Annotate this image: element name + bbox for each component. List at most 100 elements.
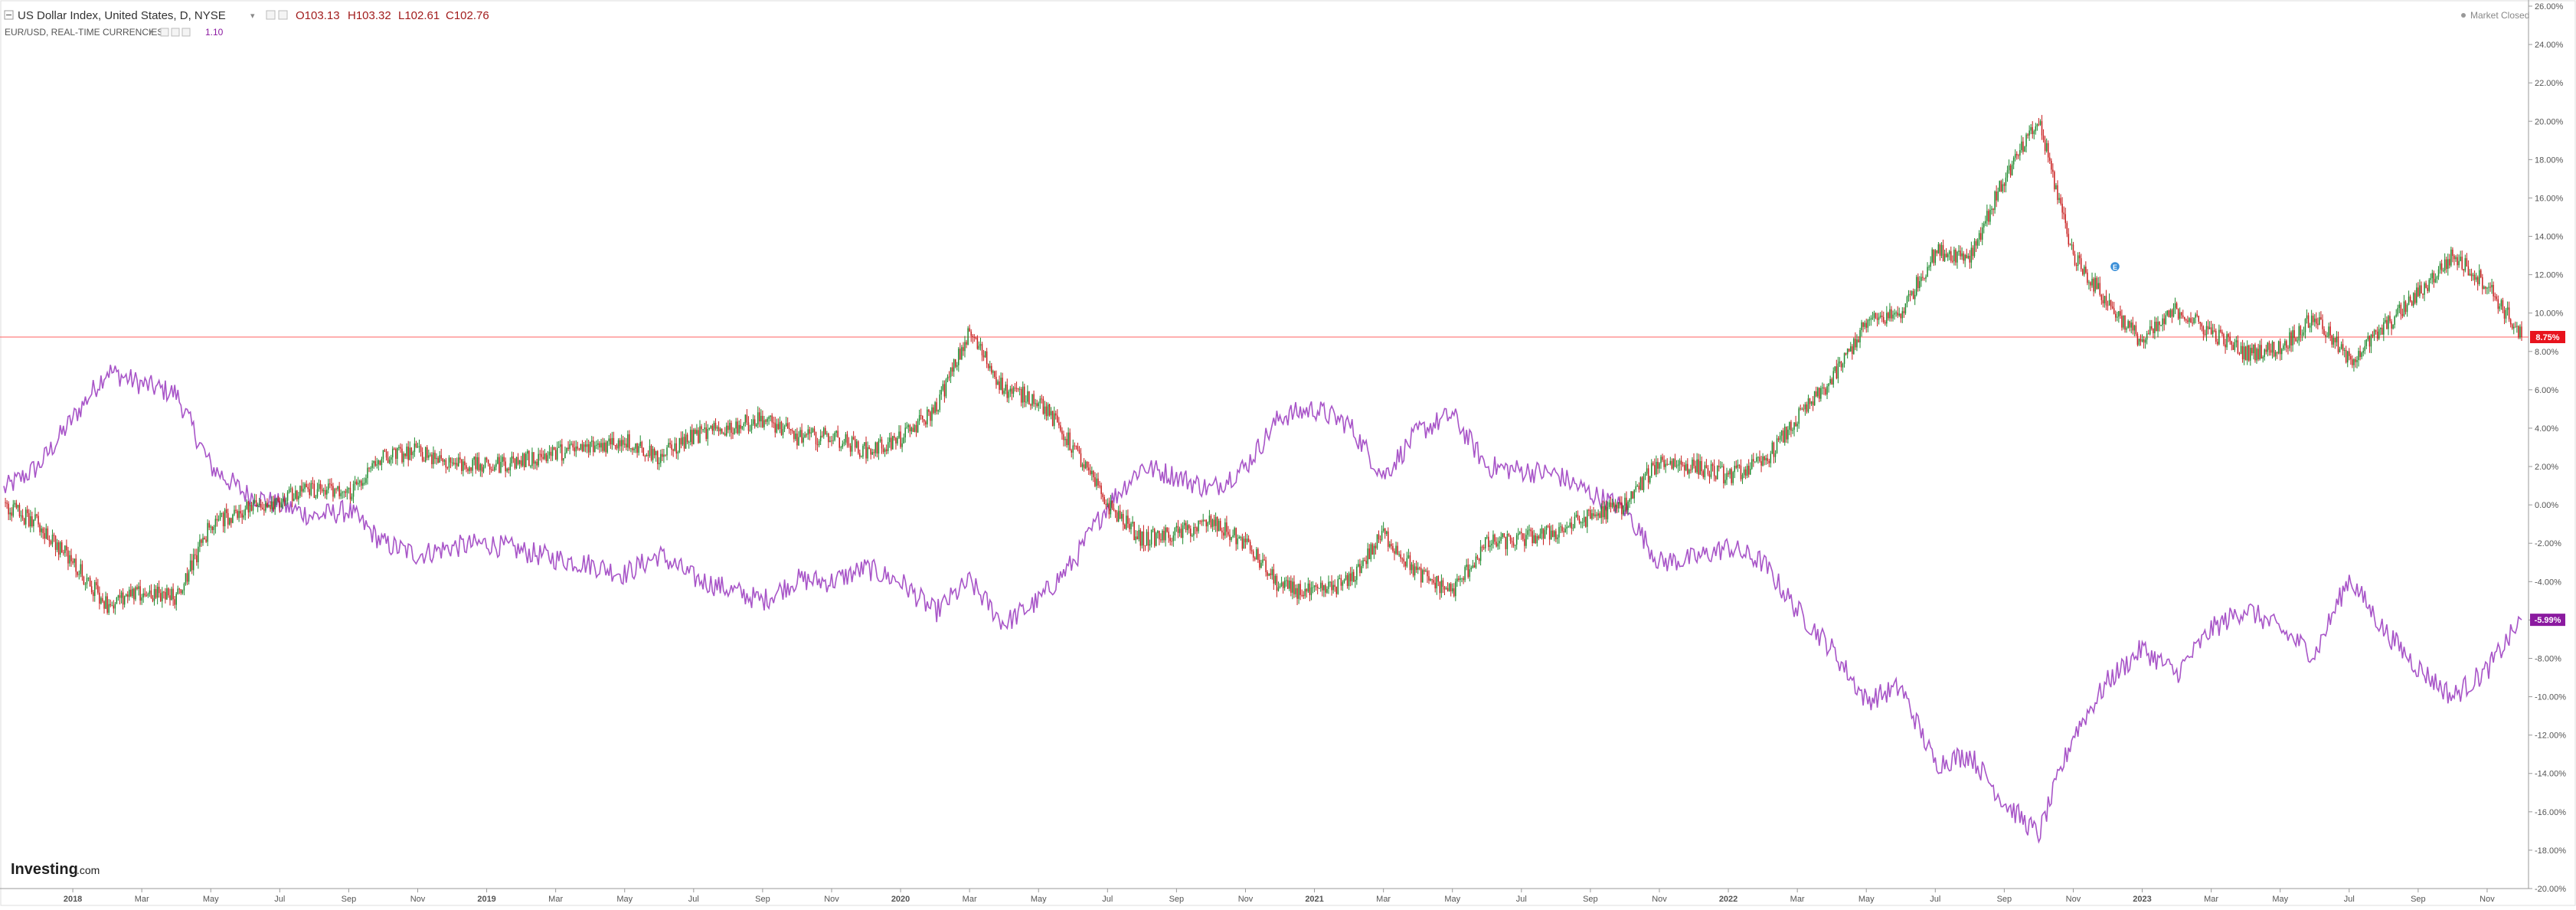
- candle: [434, 450, 436, 464]
- candle: [102, 593, 103, 604]
- candle: [682, 431, 684, 447]
- settings-icon[interactable]: [266, 10, 276, 20]
- candle: [2453, 254, 2455, 266]
- candle: [2314, 314, 2316, 327]
- candle: [2192, 316, 2193, 327]
- candle: [2265, 345, 2267, 355]
- candle: [799, 427, 801, 437]
- compare-visibility-icon[interactable]: [171, 28, 180, 37]
- candle: [1391, 539, 1392, 550]
- candle: [1403, 553, 1405, 568]
- candle: [1978, 230, 1980, 246]
- candle: [616, 443, 618, 450]
- candle: [461, 458, 463, 475]
- candle: [1292, 578, 1293, 600]
- candle: [335, 487, 337, 494]
- candle: [1087, 461, 1090, 476]
- candle: [1071, 448, 1072, 458]
- visibility-icon[interactable]: [278, 10, 288, 20]
- candle: [448, 455, 450, 473]
- candle: [149, 585, 151, 597]
- candle: [2257, 343, 2259, 362]
- x-tick-label: 2023: [2133, 895, 2151, 904]
- candle: [1086, 461, 1088, 471]
- candle: [147, 592, 149, 598]
- low-value: L102.61: [398, 9, 440, 22]
- candle: [384, 448, 386, 453]
- candle: [1448, 582, 1450, 592]
- candle: [1345, 571, 1347, 581]
- candle: [671, 440, 672, 456]
- candle: [1152, 525, 1154, 533]
- candle: [168, 587, 169, 598]
- candle: [1895, 310, 1897, 317]
- candle: [727, 420, 729, 434]
- candle: [930, 411, 931, 427]
- candle: [50, 539, 52, 546]
- candle: [500, 455, 502, 474]
- candle: [614, 444, 616, 450]
- candle: [914, 424, 916, 433]
- candle: [2169, 308, 2172, 318]
- compare-series-menu-icon[interactable]: ▾: [149, 28, 152, 37]
- candle: [2126, 326, 2127, 333]
- event-marker-icon[interactable]: E: [2109, 260, 2121, 273]
- candle: [895, 437, 897, 450]
- candle: [958, 347, 959, 372]
- candle: [1177, 519, 1179, 538]
- candle: [713, 421, 715, 436]
- series-line-eurusd: [3, 365, 2522, 844]
- candle: [379, 460, 381, 466]
- candle: [439, 450, 440, 463]
- candle: [2085, 261, 2087, 274]
- candle: [1662, 453, 1663, 463]
- x-tick-label: Nov: [1652, 895, 1667, 904]
- candle: [1130, 522, 1132, 535]
- candle: [1475, 552, 1477, 569]
- candle: [318, 479, 320, 492]
- candle: [2055, 183, 2057, 190]
- candle: [420, 444, 422, 457]
- candle: [2476, 275, 2479, 291]
- candle: [1496, 537, 1497, 548]
- main-series-menu-icon[interactable]: ▾: [250, 11, 255, 21]
- candle: [1940, 242, 1943, 259]
- candle: [2003, 182, 2006, 193]
- candle: [2028, 125, 2030, 141]
- candle: [2080, 254, 2082, 272]
- candle: [718, 421, 720, 437]
- candle: [813, 426, 816, 436]
- main-series-legend[interactable]: US Dollar Index, United States, D, NYSE …: [4, 9, 489, 22]
- market-status-text: Market Closed: [2470, 10, 2529, 21]
- candle: [48, 535, 51, 548]
- candle: [1561, 524, 1563, 533]
- candle: [822, 427, 825, 439]
- candle: [1221, 527, 1223, 539]
- candle: [2045, 138, 2048, 153]
- candle: [525, 451, 527, 468]
- candle: [511, 451, 513, 467]
- candle: [1859, 327, 1861, 349]
- candle: [2353, 358, 2355, 372]
- compare-settings-icon[interactable]: [160, 28, 169, 37]
- candle: [1273, 564, 1275, 591]
- candle: [99, 586, 100, 610]
- candle: [150, 584, 152, 599]
- candle: [1011, 384, 1013, 401]
- candle: [1257, 547, 1259, 563]
- candle: [1804, 401, 1806, 416]
- candle: [1135, 530, 1136, 544]
- candle: [1587, 509, 1588, 533]
- candle: [1716, 465, 1718, 480]
- candle: [2317, 317, 2319, 330]
- candle: [1917, 273, 1919, 292]
- candle: [433, 446, 434, 469]
- candle: [1015, 381, 1018, 392]
- candle: [724, 427, 726, 437]
- compare-remove-icon[interactable]: [181, 28, 191, 37]
- candle: [221, 512, 223, 518]
- candle: [1591, 509, 1593, 521]
- compare-series-legend[interactable]: EUR/USD, REAL-TIME CURRENCIES ▾ 1.10: [5, 27, 224, 38]
